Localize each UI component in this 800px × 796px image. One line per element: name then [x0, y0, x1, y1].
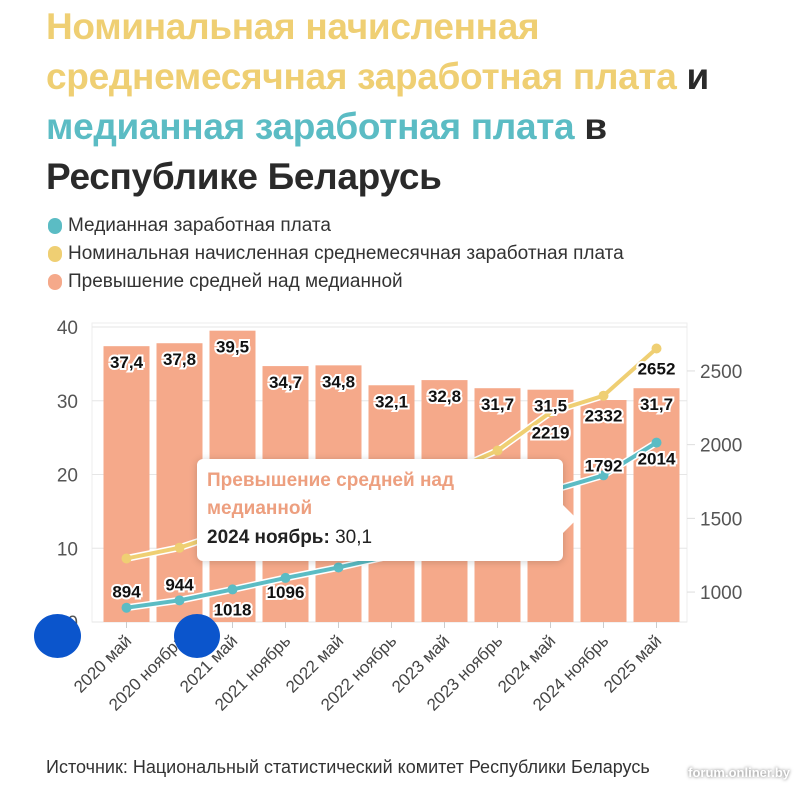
tooltip-title: Превышение средней над медианной — [207, 470, 455, 519]
bar-value-label: 39,5 — [216, 338, 249, 357]
left-tick-label: 10 — [57, 539, 78, 560]
legend: Медианная заработная плата Номинальная н… — [48, 212, 624, 296]
x-tick-label: 2025 май — [600, 631, 665, 696]
title-median-wage: медианная заработная плата — [46, 106, 575, 147]
line-point — [598, 390, 609, 401]
source-note: Источник: Национальный статистический ко… — [46, 757, 650, 777]
left-tick-label: 30 — [57, 392, 78, 413]
bar-value-label: 31,7 — [481, 395, 514, 414]
watermark: forum.onliner.by — [688, 765, 790, 780]
bar — [156, 343, 203, 622]
bar — [103, 346, 150, 622]
tooltip-category: 2024 ноябрь: — [207, 527, 330, 548]
line-point — [545, 407, 556, 418]
bar-value-label: 31,7 — [640, 395, 673, 414]
legend-item-median[interactable]: Медианная заработная плата — [48, 212, 624, 240]
average-value-label: 2332 — [585, 407, 623, 426]
bar-value-label: 32,1 — [375, 392, 408, 411]
tooltip: Превышение средней над медианной 2024 но… — [197, 459, 577, 561]
blue-dot-overlay — [34, 614, 81, 658]
bar-value-label: 34,8 — [322, 372, 355, 391]
blue-dot-overlay — [174, 614, 220, 658]
bar-value-label: 32,8 — [428, 387, 461, 406]
median-value-label: 944 — [165, 575, 194, 594]
right-tick-label: 1000 — [700, 583, 742, 604]
line-point — [651, 343, 662, 354]
line-point — [174, 595, 185, 606]
median-value-label: 1018 — [214, 600, 252, 619]
bar-value-label: 37,8 — [163, 350, 196, 369]
bar-value-label: 31,5 — [534, 397, 567, 416]
average-value-label: 2652 — [638, 360, 676, 379]
chart-title: Номинальная начисленная среднемесячная з… — [46, 2, 786, 202]
median-value-label: 894 — [112, 583, 141, 602]
legend-swatch-excess — [48, 274, 62, 290]
line-point — [598, 470, 609, 481]
line-point — [121, 602, 132, 613]
legend-item-excess[interactable]: Превышение средней над медианной — [48, 268, 624, 296]
line-point — [227, 584, 238, 595]
bar — [580, 400, 627, 622]
right-tick-label: 1500 — [700, 509, 742, 530]
line-point — [651, 437, 662, 448]
legend-label: Номинальная начисленная среднемесячная з… — [68, 243, 624, 264]
line-point — [492, 445, 503, 456]
legend-item-average[interactable]: Номинальная начисленная среднемесячная з… — [48, 240, 624, 268]
bar — [633, 388, 680, 622]
legend-label: Превышение средней над медианной — [68, 271, 403, 292]
left-tick-label: 40 — [57, 318, 78, 339]
title-average-wage: Номинальная начисленная среднемесячная з… — [46, 6, 677, 97]
median-value-label: 2014 — [638, 450, 676, 469]
average-value-label: 2219 — [532, 423, 570, 442]
bar-value-label: 37,4 — [110, 353, 144, 372]
left-tick-label: 20 — [57, 466, 78, 487]
line-point — [280, 572, 291, 583]
legend-label: Медианная заработная плата — [68, 215, 331, 236]
line-point — [333, 562, 344, 573]
line-point — [121, 553, 132, 564]
legend-swatch-median — [48, 218, 62, 234]
bar-value-label: 34,7 — [269, 373, 302, 392]
right-tick-label: 2500 — [700, 362, 742, 383]
legend-swatch-average — [48, 246, 62, 262]
median-value-label: 1792 — [585, 456, 623, 475]
right-tick-label: 2000 — [700, 436, 742, 457]
line-point — [174, 542, 185, 553]
tooltip-value: 30,1 — [335, 527, 373, 548]
median-value-label: 1096 — [267, 583, 305, 602]
title-country: в Республике Беларусь — [46, 106, 607, 197]
title-and: и — [676, 56, 710, 97]
